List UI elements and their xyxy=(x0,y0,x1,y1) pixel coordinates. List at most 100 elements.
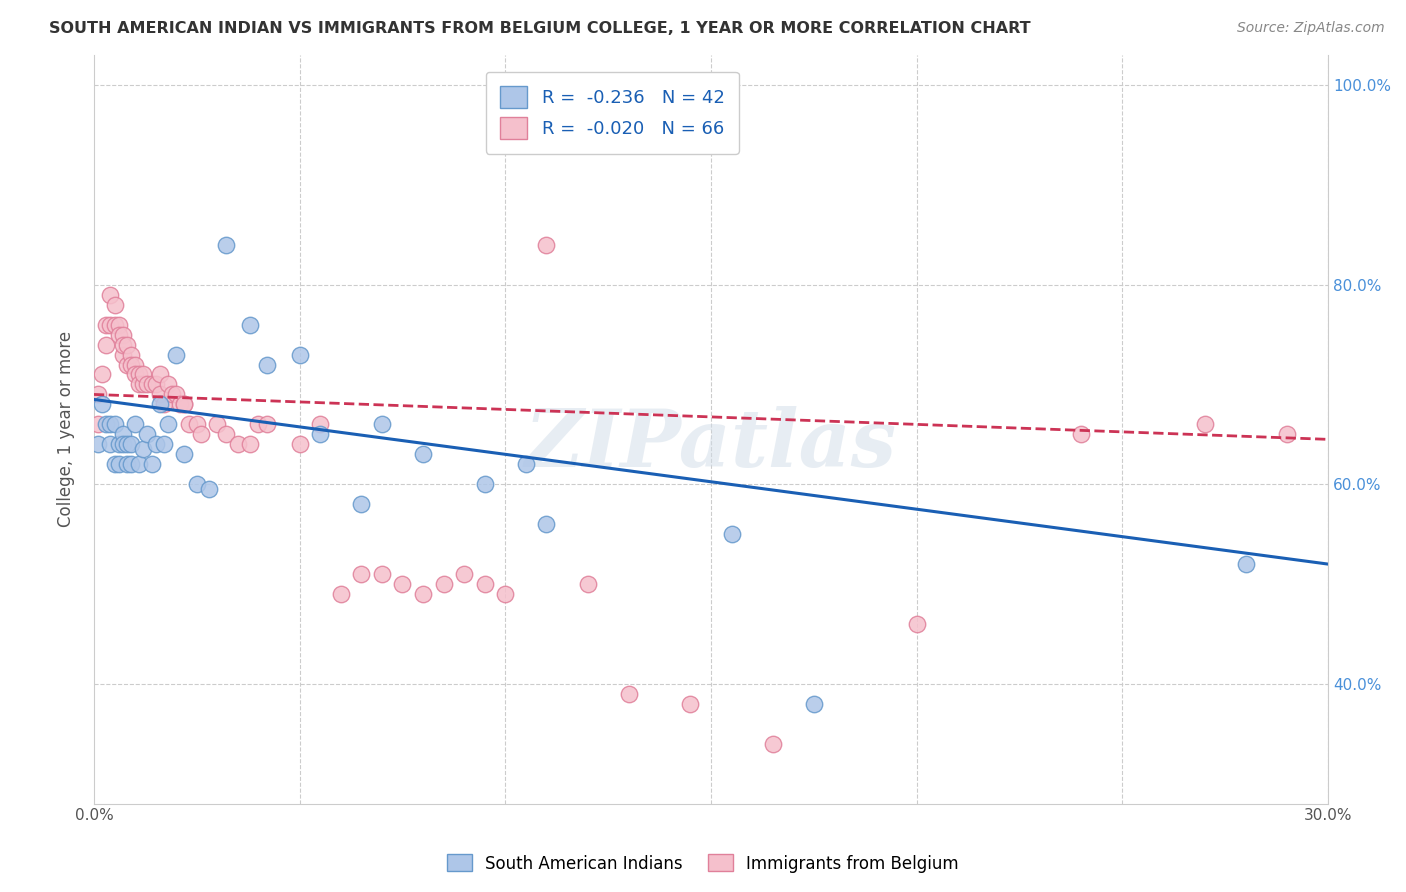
Point xyxy=(96,318,118,332)
Point xyxy=(124,417,146,432)
Point xyxy=(309,417,332,432)
Text: ZIPatlas: ZIPatlas xyxy=(524,406,897,483)
Point xyxy=(107,318,129,332)
Point xyxy=(474,577,496,591)
Point xyxy=(214,427,236,442)
Point xyxy=(515,458,537,472)
Point xyxy=(132,368,155,382)
Point xyxy=(103,318,125,332)
Point xyxy=(453,567,475,582)
Point xyxy=(111,427,134,442)
Point xyxy=(391,577,413,591)
Point xyxy=(87,387,110,401)
Point xyxy=(149,397,172,411)
Point xyxy=(91,368,114,382)
Point xyxy=(720,527,742,541)
Point xyxy=(214,237,236,252)
Point xyxy=(256,417,278,432)
Point xyxy=(165,347,187,361)
Point xyxy=(288,347,311,361)
Point xyxy=(87,437,110,451)
Y-axis label: College, 1 year or more: College, 1 year or more xyxy=(58,331,75,527)
Point xyxy=(156,417,179,432)
Point xyxy=(120,437,142,451)
Point xyxy=(115,437,138,451)
Point xyxy=(153,437,176,451)
Point xyxy=(141,458,163,472)
Point xyxy=(96,337,118,351)
Point xyxy=(115,358,138,372)
Point xyxy=(128,377,150,392)
Point xyxy=(198,482,221,496)
Point xyxy=(1275,427,1298,442)
Legend: South American Indians, Immigrants from Belgium: South American Indians, Immigrants from … xyxy=(440,847,966,880)
Point xyxy=(412,587,434,601)
Point xyxy=(474,477,496,491)
Point xyxy=(905,617,928,632)
Point xyxy=(115,337,138,351)
Point xyxy=(153,397,176,411)
Text: Source: ZipAtlas.com: Source: ZipAtlas.com xyxy=(1237,21,1385,36)
Point xyxy=(156,377,179,392)
Point xyxy=(124,358,146,372)
Point xyxy=(576,577,599,591)
Point xyxy=(87,417,110,432)
Point xyxy=(762,737,785,751)
Point xyxy=(186,477,208,491)
Point xyxy=(177,417,200,432)
Point xyxy=(103,417,125,432)
Point xyxy=(1194,417,1216,432)
Point xyxy=(1234,557,1257,571)
Point xyxy=(107,437,129,451)
Point xyxy=(617,687,640,701)
Point xyxy=(100,417,122,432)
Point xyxy=(141,377,163,392)
Point xyxy=(169,397,191,411)
Point xyxy=(136,377,159,392)
Point xyxy=(115,458,138,472)
Point xyxy=(103,298,125,312)
Point xyxy=(329,587,352,601)
Point xyxy=(173,397,195,411)
Point xyxy=(256,358,278,372)
Point xyxy=(100,318,122,332)
Point xyxy=(309,427,332,442)
Point xyxy=(536,237,558,252)
Point xyxy=(190,427,212,442)
Point xyxy=(207,417,229,432)
Point xyxy=(100,287,122,301)
Point xyxy=(165,387,187,401)
Point xyxy=(803,697,825,711)
Point xyxy=(239,437,262,451)
Point xyxy=(433,577,456,591)
Point xyxy=(173,397,195,411)
Point xyxy=(103,458,125,472)
Point xyxy=(1070,427,1092,442)
Point xyxy=(149,387,172,401)
Point xyxy=(494,587,516,601)
Point xyxy=(128,458,150,472)
Point xyxy=(120,458,142,472)
Point xyxy=(111,347,134,361)
Point xyxy=(239,318,262,332)
Legend: R =  -0.236   N = 42, R =  -0.020   N = 66: R = -0.236 N = 42, R = -0.020 N = 66 xyxy=(485,71,740,153)
Point xyxy=(350,567,373,582)
Text: SOUTH AMERICAN INDIAN VS IMMIGRANTS FROM BELGIUM COLLEGE, 1 YEAR OR MORE CORRELA: SOUTH AMERICAN INDIAN VS IMMIGRANTS FROM… xyxy=(49,21,1031,37)
Point xyxy=(515,108,537,122)
Point xyxy=(132,377,155,392)
Point xyxy=(536,517,558,532)
Point xyxy=(160,387,183,401)
Point xyxy=(371,567,394,582)
Point xyxy=(350,497,373,511)
Point xyxy=(288,437,311,451)
Point xyxy=(412,447,434,461)
Point xyxy=(107,458,129,472)
Point xyxy=(173,447,195,461)
Point xyxy=(128,368,150,382)
Point xyxy=(111,327,134,342)
Point xyxy=(120,358,142,372)
Point xyxy=(107,327,129,342)
Point xyxy=(247,417,270,432)
Point xyxy=(145,377,167,392)
Point xyxy=(371,417,394,432)
